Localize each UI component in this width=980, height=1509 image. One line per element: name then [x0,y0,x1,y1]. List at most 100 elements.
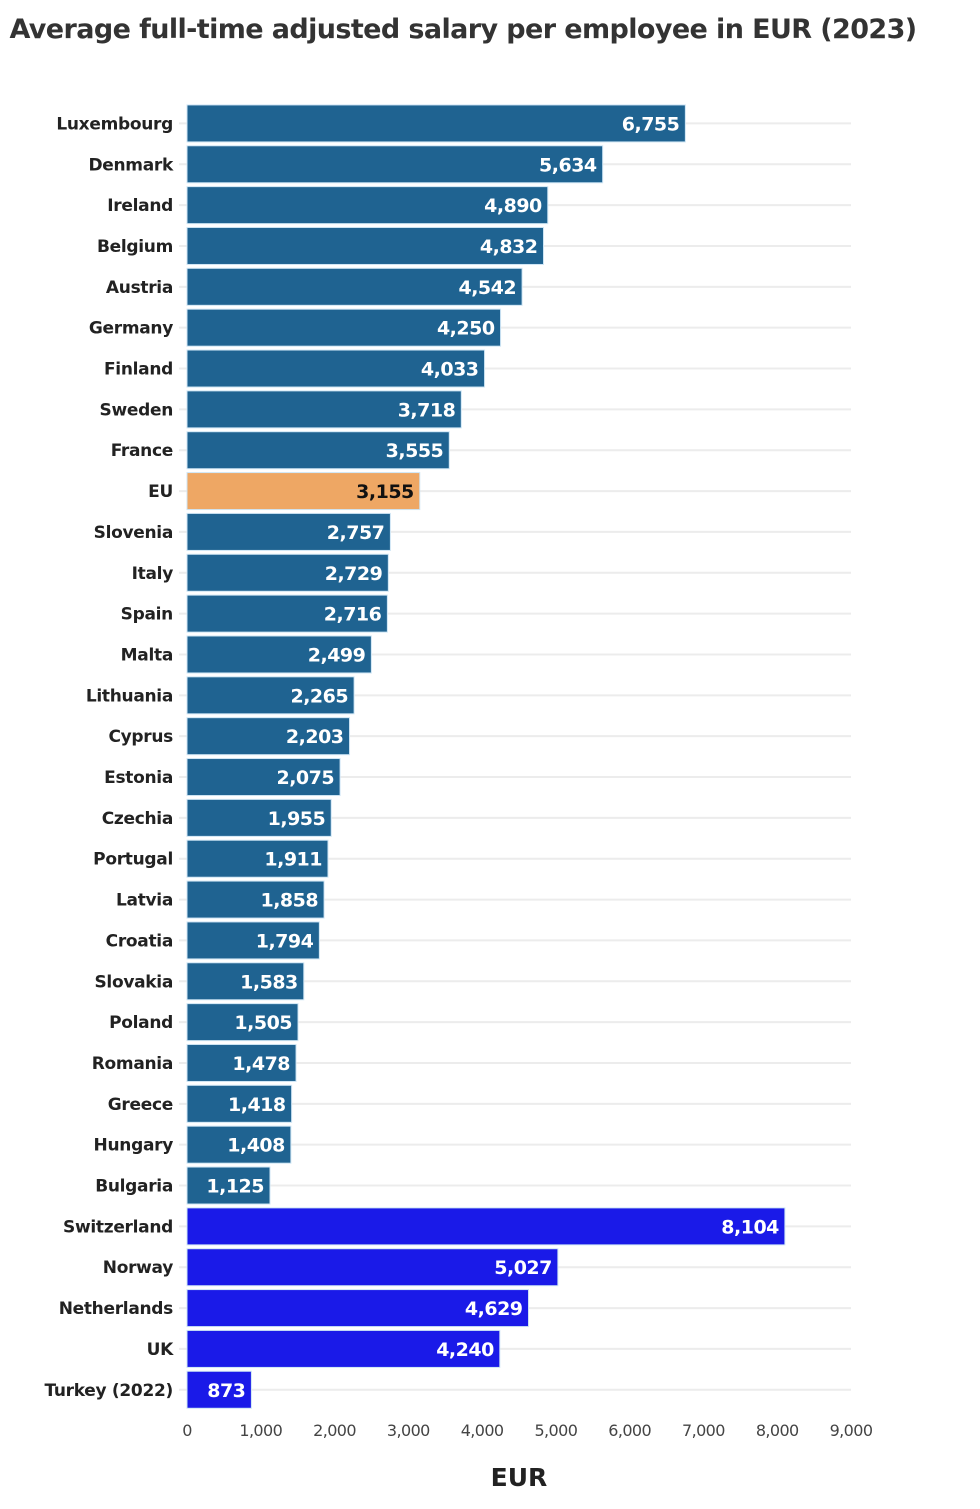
category-label: Lithuania [86,686,173,706]
bar [186,1289,530,1328]
category-label: Greece [108,1095,173,1115]
bar [186,145,604,184]
chart-title: Average full-time adjusted salary per em… [9,14,917,45]
value-label: 2,075 [276,767,334,789]
bar [186,553,389,592]
bar [186,431,450,470]
category-label: Slovakia [94,972,173,992]
bar [186,104,686,143]
category-label: Turkey (2022) [44,1381,173,1401]
bar [186,1043,297,1082]
value-label: 5,027 [494,1257,552,1279]
bar [186,1003,299,1042]
category-label: Bulgaria [95,1177,173,1197]
value-label: 3,718 [398,399,456,421]
category-label: Slovenia [94,523,173,543]
x-tick-label: 8,000 [756,1421,799,1440]
bar [186,1248,559,1287]
value-labels: 6,755 5,634 4,890 4,832 4,542 4,250 4,033 3,718… [206,113,779,1401]
x-tick-label: 7,000 [682,1421,725,1440]
x-tick-label: 1,000 [239,1421,282,1440]
category-label: Malta [121,645,173,665]
value-label: 3,555 [386,440,444,462]
value-label: 4,832 [480,236,538,258]
x-tick-label: 0 [182,1421,192,1440]
category-label: Hungary [94,1136,174,1156]
x-tick-label: 9,000 [830,1421,873,1440]
category-label: Romania [92,1054,173,1074]
category-label: Italy [132,564,174,584]
bar [186,798,332,837]
bar [186,635,372,674]
bar [186,717,351,756]
value-label: 4,629 [465,1298,523,1320]
x-tick-label: 6,000 [608,1421,651,1440]
bar [186,676,355,715]
x-tick-label: 5,000 [534,1421,577,1440]
value-label: 4,240 [436,1339,494,1361]
x-axis-label: EUR [491,1463,548,1492]
x-axis-ticks: 0 1,000 2,000 3,000 4,000 5,000 6,000 7,000 8,00… [182,1421,873,1440]
bar [186,839,329,878]
value-label: 4,250 [437,318,495,340]
value-label: 2,716 [324,604,382,626]
bar [186,758,341,797]
x-tick-label: 4,000 [461,1421,504,1440]
category-label: Finland [104,360,173,380]
bar [186,1084,293,1123]
bar [186,512,391,551]
category-label: Poland [109,1013,173,1033]
value-label: 8,104 [721,1216,779,1238]
value-label: 3,155 [356,481,414,503]
value-label: 1,858 [260,890,318,912]
value-label: 4,033 [421,359,479,381]
bar [186,349,486,388]
bar [186,880,325,919]
bar [186,308,502,347]
bar [186,1166,271,1205]
value-label: 1,794 [256,930,314,952]
category-label: Sweden [100,400,173,420]
x-tick-label: 3,000 [387,1421,430,1440]
value-label: 2,499 [308,644,366,666]
bar [186,594,388,633]
category-label: Luxembourg [56,114,173,134]
value-label: 1,583 [240,971,298,993]
category-label: Norway [103,1258,173,1278]
value-label: 1,478 [232,1053,290,1075]
category-label: Belgium [97,237,173,257]
value-label: 2,729 [325,563,383,585]
category-label: Portugal [93,850,173,870]
category-labels: Luxembourg Denmark Ireland Belgium Austria Ge… [44,114,174,1400]
value-label: 1,505 [234,1012,292,1034]
category-label: Switzerland [63,1217,173,1237]
value-label: 4,890 [484,195,542,217]
value-label: 1,418 [228,1094,286,1116]
value-label: 2,757 [327,522,385,544]
category-label: Netherlands [59,1299,173,1319]
bar [186,1207,786,1246]
bar [186,267,523,306]
bar [186,472,421,511]
value-label: 1,125 [206,1176,264,1198]
value-label: 5,634 [539,154,597,176]
bar [186,186,549,225]
category-label: UK [147,1340,175,1360]
category-label: Cyprus [108,727,173,747]
x-tick-label: 2,000 [313,1421,356,1440]
value-label: 1,408 [227,1135,285,1157]
bar [186,1329,501,1368]
bar [186,1125,292,1164]
category-label: Croatia [106,931,173,951]
bar [186,962,305,1001]
category-label: Denmark [88,155,174,175]
value-label: 1,911 [264,849,322,871]
category-label: Ireland [107,196,173,216]
category-label: EU [148,482,173,502]
value-label: 2,265 [290,685,348,707]
value-label: 873 [207,1380,245,1402]
category-label: Austria [106,278,173,298]
bar [186,921,320,960]
category-label: Czechia [102,809,173,829]
